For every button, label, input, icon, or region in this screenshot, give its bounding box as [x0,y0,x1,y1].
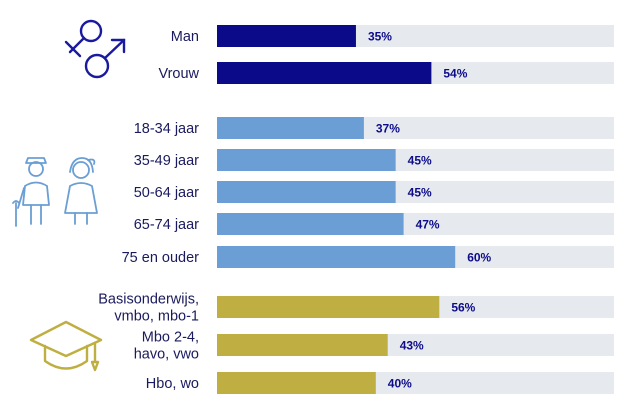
bar-age [217,213,404,235]
value-label: 54% [443,67,467,81]
bar-age [217,149,396,171]
category-label: vmbo, mbo-1 [114,309,199,325]
category-label: 75 en ouder [122,250,200,266]
bar-gender [217,25,356,47]
value-label: 60% [467,251,491,265]
bar-age [217,246,456,268]
value-label: 40% [388,377,412,391]
icon-layer [12,19,126,372]
graduation-cap-icon [29,320,103,372]
elderly-couple-icon [12,157,98,227]
category-label: 35-49 jaar [134,153,199,169]
bars-layer: 35% Man 54% Vrouw 37% 18-34 jaar 45% 35-49 jaar… [98,25,614,394]
value-label: 37% [376,122,400,136]
gender-symbols-icon [64,19,126,79]
bar-education [217,334,388,356]
value-label: 45% [408,186,432,200]
value-label: 45% [408,154,432,168]
category-label: 50-64 jaar [134,185,199,201]
category-label: 65-74 jaar [134,217,199,233]
category-label: Mbo 2-4, [142,330,199,346]
category-label: 18-34 jaar [134,121,199,137]
category-label: Basisonderwijs, [98,292,199,308]
bar-education [217,296,440,318]
category-label: Man [171,29,199,45]
bar-age [217,117,364,139]
bar-gender [217,62,432,84]
category-label: Hbo, wo [146,376,199,392]
value-label: 47% [416,218,440,232]
bar-age [217,181,396,203]
bar-education [217,372,376,394]
value-label: 56% [451,301,475,315]
category-label: havo, vwo [134,347,199,363]
value-label: 35% [368,30,392,44]
category-label: Vrouw [158,66,199,82]
value-label: 43% [400,339,424,353]
